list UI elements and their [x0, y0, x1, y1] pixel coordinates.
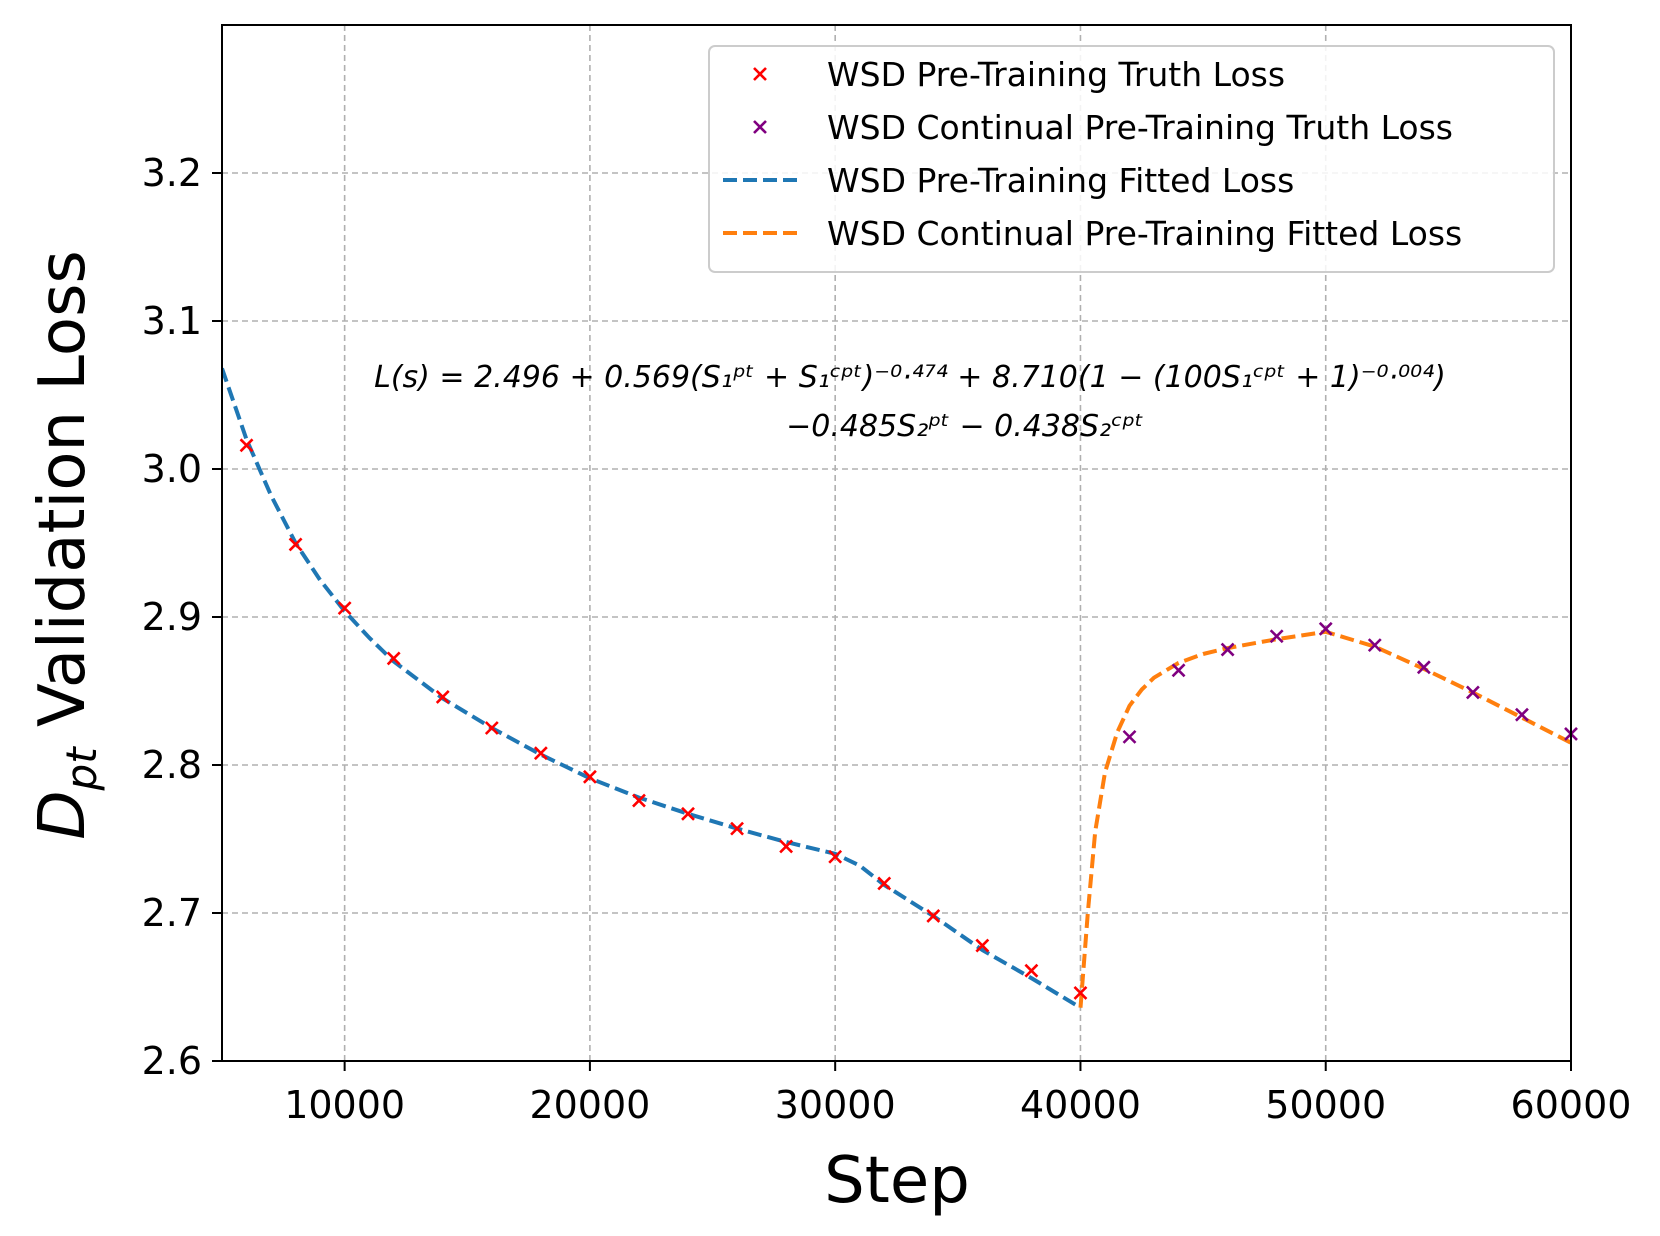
y-axis-label-sub: pt [57, 746, 106, 792]
plot-frame [221, 24, 1572, 1062]
y-tick-label: 2.7 [142, 891, 202, 935]
data-point-pt-truth [632, 793, 646, 808]
y-tick-label: 2.6 [142, 1039, 202, 1083]
data-point-pt-truth [730, 821, 744, 836]
data-point-pt-truth [582, 769, 597, 784]
data-point-pt-truth [828, 849, 843, 864]
data-point-pt-truth [779, 839, 794, 854]
legend-label: WSD Pre-Training Fitted Loss [827, 161, 1294, 200]
data-point-pt-truth [435, 690, 450, 704]
fitted-line-cpt-fit [1078, 629, 1571, 1008]
fitted-line-pt-fit [222, 367, 1082, 1010]
y-tick-label: 2.9 [142, 595, 202, 639]
x-tick-label: 30000 [775, 1083, 896, 1127]
data-point-pt-truth [386, 651, 401, 666]
data-point-cpt-truth [1122, 729, 1137, 744]
y-tick-label: 3.2 [142, 151, 202, 195]
x-tick-label: 40000 [1020, 1083, 1141, 1127]
data-point-cpt-truth [1171, 663, 1186, 678]
data-point-pt-truth [877, 876, 892, 891]
formula-line-2: −0.485S₂ᵖᵗ − 0.438S₂ᶜᵖᵗ [786, 409, 1144, 444]
data-point-cpt-truth [1367, 638, 1382, 653]
y-axis-label: Dpt Validation Loss [26, 250, 106, 840]
data-point-pt-truth [337, 601, 352, 616]
legend-label: WSD Continual Pre-Training Fitted Loss [827, 214, 1462, 253]
y-tick-label: 3.0 [142, 447, 202, 491]
data-point-pt-truth [533, 746, 548, 761]
data-point-pt-truth [1073, 986, 1088, 1000]
y-tick-label: 2.8 [142, 743, 202, 787]
legend-label: WSD Continual Pre-Training Truth Loss [827, 108, 1453, 147]
data-point-pt-truth [975, 938, 990, 953]
x-tick-label: 20000 [529, 1083, 650, 1127]
data-point-pt-truth [484, 721, 499, 735]
data-point-cpt-truth [1318, 621, 1333, 636]
x-axis-label: Step [824, 1144, 970, 1218]
y-axis-label-rest: Validation Loss [26, 250, 100, 747]
legend-box [708, 45, 1555, 273]
legend-label: WSD Pre-Training Truth Loss [827, 55, 1285, 94]
legend-marker [753, 120, 767, 134]
data-point-pt-truth [1024, 963, 1039, 978]
data-point-cpt-truth [1515, 707, 1529, 722]
data-point-pt-truth [681, 806, 695, 821]
x-tick-label: 60000 [1511, 1083, 1632, 1127]
data-point-cpt-truth [1220, 642, 1235, 657]
x-tick-label: 10000 [284, 1083, 405, 1127]
data-point-pt-truth [288, 537, 303, 552]
data-point-pt-truth [239, 438, 254, 453]
axis-ticks: 10000 20000 30000 40000 50000 60000 2.6 2.7 2.8 2… [142, 151, 1632, 1127]
x-tick-label: 50000 [1265, 1083, 1386, 1127]
legend-marker [753, 67, 767, 81]
data-point-pt-truth [926, 909, 941, 923]
data-point-cpt-truth [1269, 629, 1284, 644]
plot-series [222, 367, 1578, 1010]
data-point-cpt-truth [1465, 685, 1480, 700]
formula-line-1: L(s) = 2.496 + 0.569(S₁ᵖᵗ + S₁ᶜᵖᵗ)⁻⁰·⁴⁷⁴… [374, 360, 1446, 395]
y-axis-label-main: D [26, 790, 100, 839]
y-tick-label: 3.1 [142, 299, 202, 343]
legend: WSD Pre-Training Truth Loss WSD Continual… [708, 45, 1555, 273]
data-point-cpt-truth [1416, 660, 1431, 675]
